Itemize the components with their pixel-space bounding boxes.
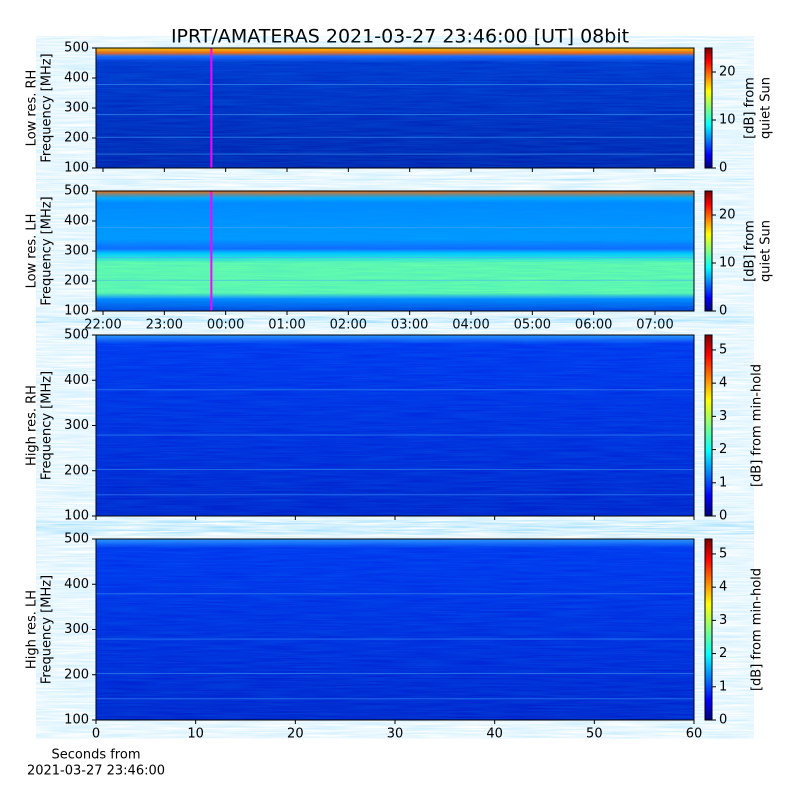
colorbar bbox=[704, 538, 713, 721]
streak bbox=[96, 593, 694, 595]
y-axis-label: Low res. RH bbox=[25, 70, 40, 147]
y-tick-label: 100 bbox=[64, 161, 89, 176]
streak bbox=[96, 84, 694, 85]
y-tick-label: 300 bbox=[64, 418, 89, 433]
colorbar-tick-label: 1 bbox=[719, 679, 727, 694]
y-tick-label: 500 bbox=[64, 41, 89, 56]
streak bbox=[96, 279, 694, 281]
x-tick-label: 22:00 bbox=[84, 318, 121, 333]
y-tick-label: 500 bbox=[64, 328, 89, 343]
colorbar-label: quiet Sun bbox=[759, 77, 774, 139]
colorbar-tick-label: 5 bbox=[719, 342, 727, 357]
spectrogram-noise bbox=[96, 191, 694, 311]
colorbar-label: [dB] from min-hold bbox=[750, 364, 765, 487]
colorbar-tick-label: 0 bbox=[719, 509, 727, 524]
streak bbox=[96, 136, 694, 138]
x-tick-label: 0 bbox=[92, 727, 100, 742]
x-tick-label: 05:00 bbox=[514, 318, 551, 333]
y-tick-label: 300 bbox=[64, 101, 89, 116]
x-tick-label: 02:00 bbox=[330, 318, 367, 333]
streak bbox=[96, 638, 694, 640]
colorbar-tick-label: 3 bbox=[719, 409, 727, 424]
x-tick-label: 20 bbox=[287, 727, 304, 742]
x-tick-label: 50 bbox=[586, 727, 603, 742]
streak bbox=[96, 468, 694, 470]
y-tick-label: 100 bbox=[64, 509, 89, 524]
spectrogram-noise bbox=[96, 335, 694, 516]
x-tick-label: 01:00 bbox=[268, 318, 305, 333]
x-tick-label: 10 bbox=[187, 727, 204, 742]
colorbar-label: [dB] from bbox=[743, 220, 758, 282]
colorbar-tick-label: 10 bbox=[719, 256, 736, 271]
colorbar-tick-label: 3 bbox=[719, 613, 727, 628]
streak bbox=[96, 114, 694, 115]
colorbar-tick-label: 0 bbox=[719, 161, 727, 176]
y-tick-label: 400 bbox=[64, 577, 89, 592]
colorbar-label: quiet Sun bbox=[759, 220, 774, 282]
colorbar bbox=[704, 47, 713, 169]
colorbar-tick-label: 2 bbox=[719, 442, 727, 457]
y-tick-label: 100 bbox=[64, 713, 89, 728]
x-tick-label: 00:00 bbox=[207, 318, 244, 333]
y-tick-label: 200 bbox=[64, 274, 89, 289]
colorbar-tick-label: 0 bbox=[719, 713, 727, 728]
y-tick-label: 500 bbox=[64, 184, 89, 199]
colorbar-tick-label: 20 bbox=[719, 208, 736, 223]
y-tick-label: 400 bbox=[64, 373, 89, 388]
x-tick-label: 60 bbox=[686, 727, 703, 742]
colorbar bbox=[704, 334, 713, 517]
colorbar-tick-label: 5 bbox=[719, 546, 727, 561]
colorbar-tick-label: 20 bbox=[719, 65, 736, 80]
y-axis-label: Frequency [MHz] bbox=[40, 575, 55, 684]
colorbar-tick-label: 2 bbox=[719, 646, 727, 661]
x-tick-label: 04:00 bbox=[452, 318, 489, 333]
streak bbox=[96, 389, 694, 391]
streak bbox=[96, 434, 694, 436]
streak bbox=[96, 698, 694, 700]
y-tick-label: 100 bbox=[64, 304, 89, 319]
streak bbox=[96, 227, 694, 228]
x-tick-label: 30 bbox=[387, 727, 404, 742]
streak bbox=[96, 672, 694, 674]
x-axis-label: Seconds from bbox=[51, 748, 140, 763]
colorbar-tick-label: 1 bbox=[719, 475, 727, 490]
colorbar-tick-label: 4 bbox=[719, 580, 727, 595]
spectrogram-noise bbox=[96, 48, 694, 168]
y-axis-label: Low res. LH bbox=[25, 214, 40, 289]
y-axis-label: High res. LH bbox=[25, 590, 40, 669]
y-axis-label: Frequency [MHz] bbox=[40, 196, 55, 305]
y-tick-label: 300 bbox=[64, 622, 89, 637]
y-axis-label: Frequency [MHz] bbox=[40, 371, 55, 480]
colorbar-tick-label: 4 bbox=[719, 376, 727, 391]
y-tick-label: 400 bbox=[64, 214, 89, 229]
streak bbox=[96, 153, 694, 155]
x-tick-label: 06:00 bbox=[575, 318, 612, 333]
colorbar bbox=[704, 190, 713, 312]
colorbar-tick-label: 10 bbox=[719, 113, 736, 128]
y-tick-label: 200 bbox=[64, 463, 89, 478]
colorbar-label: [dB] from min-hold bbox=[750, 568, 765, 691]
streak bbox=[96, 257, 694, 258]
y-tick-label: 300 bbox=[64, 244, 89, 259]
streak bbox=[96, 296, 694, 298]
streak bbox=[96, 494, 694, 496]
y-axis-label: Frequency [MHz] bbox=[40, 53, 55, 162]
y-tick-label: 200 bbox=[64, 667, 89, 682]
x-tick-label: 03:00 bbox=[391, 318, 428, 333]
colorbar-label: [dB] from bbox=[743, 77, 758, 139]
y-tick-label: 500 bbox=[64, 532, 89, 547]
x-tick-label: 23:00 bbox=[146, 318, 183, 333]
colorbar-tick-label: 0 bbox=[719, 304, 727, 319]
chart-title: IPRT/AMATERAS 2021-03-27 23:46:00 [UT] 0… bbox=[171, 26, 629, 48]
y-axis-label: High res. RH bbox=[25, 385, 40, 466]
y-tick-label: 400 bbox=[64, 71, 89, 86]
spectrogram-noise bbox=[96, 539, 694, 720]
x-tick-label: 40 bbox=[486, 727, 503, 742]
x-axis-label: 2021-03-27 23:46:00 bbox=[27, 764, 165, 779]
y-tick-label: 200 bbox=[64, 131, 89, 146]
x-tick-label: 07:00 bbox=[636, 318, 673, 333]
